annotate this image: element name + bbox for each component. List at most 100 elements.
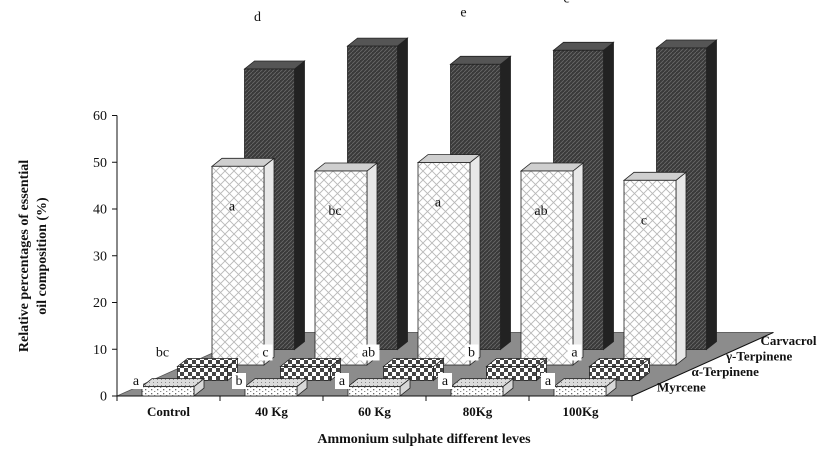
significance-letter: b [468, 346, 475, 361]
bar-side [294, 60, 305, 351]
bar-top [346, 378, 412, 388]
y-axis-title-line-2: oil composition (%) [35, 197, 50, 315]
bar-front [141, 386, 195, 397]
bar-top [313, 162, 379, 172]
y-axis-title-line-1: Relative percentages of essential [17, 160, 32, 352]
bar-side [675, 171, 687, 366]
bar-Myrcene-60 Kg [346, 377, 412, 397]
bar-side [500, 55, 511, 351]
letter-background [129, 373, 143, 389]
bar-α-Terpinene-40 Kg [279, 357, 342, 382]
y-tick-label: 50 [93, 156, 107, 171]
y-tick-label: 10 [93, 343, 107, 358]
significance-letter: a [435, 196, 442, 211]
bar-side [469, 153, 481, 366]
bar-top [622, 171, 688, 181]
significance-letter: b [236, 374, 243, 389]
bar-front [211, 165, 265, 366]
chart-labels: 0 10 20 30 40 50 60 Control 40 Kg 60 Kg 80Kg 100Kg M… [93, 0, 817, 419]
x-axis-title: Ammonium sulphate different leves [317, 432, 531, 447]
bar-top [243, 60, 306, 70]
bar-α-Terpinene-60 Kg [382, 357, 445, 382]
letter-background [464, 344, 479, 361]
bar-Myrcene-80Kg [449, 377, 515, 397]
letter-background [151, 344, 174, 361]
significance-letter: d [254, 10, 261, 25]
significance-letter: b [666, 0, 673, 4]
significance-letter: c [641, 213, 647, 228]
y-tick-label: 60 [93, 109, 107, 124]
letter-background [438, 373, 452, 389]
significance-letter: ab [362, 346, 375, 361]
bar-Myrcene-100Kg [552, 377, 618, 397]
bar-front [553, 386, 607, 397]
bar-Myrcene-40 Kg [243, 377, 309, 397]
bar-top [416, 154, 482, 164]
bar-top [588, 358, 651, 367]
letter-background [232, 373, 246, 389]
series-label: α-Terpinene [691, 364, 759, 379]
bar-top [655, 39, 718, 49]
letter-background [567, 344, 582, 361]
bar-α-Terpinene-80Kg [485, 357, 548, 382]
series-label: Carvacrol [760, 333, 816, 348]
bar-top [519, 162, 585, 172]
bar-top [279, 358, 342, 367]
bar-γ-Terpinene-100Kg [622, 171, 688, 366]
bar-front [314, 170, 368, 366]
bar-top [210, 157, 276, 167]
significance-letter: c [262, 346, 268, 361]
significance-letter: a [339, 374, 346, 389]
significance-letter: a [357, 0, 364, 2]
significance-letter: bc [156, 346, 169, 361]
bar-side [366, 162, 378, 366]
bar-top [552, 41, 615, 51]
bar-α-Terpinene-100Kg [588, 357, 651, 382]
bar-side [706, 39, 717, 351]
significance-letter: ab [534, 204, 547, 219]
bar-top [449, 55, 512, 65]
bar-top [346, 37, 409, 47]
significance-letter: bc [328, 204, 341, 219]
chart-bars [140, 37, 718, 397]
bar-side [263, 157, 275, 366]
bar-front [244, 386, 298, 397]
bar-top [552, 378, 618, 388]
bar-side [603, 41, 614, 351]
letter-background [258, 344, 273, 361]
significance-letter: a [442, 374, 449, 389]
x-tick-label: 100Kg [562, 404, 599, 419]
significance-letter: a [545, 374, 552, 389]
bar-top [449, 378, 515, 388]
significance-letter: c [563, 0, 569, 6]
letter-background [357, 344, 380, 361]
y-tick-label: 30 [93, 249, 107, 264]
x-tick-label: Control [147, 404, 190, 419]
bar-γ-Terpinene-80Kg [519, 162, 585, 366]
bar-γ-Terpinene-Control [210, 157, 276, 366]
bar-top [243, 378, 309, 388]
bar-top [382, 358, 445, 367]
letter-background [335, 373, 349, 389]
bar-top [140, 378, 206, 388]
significance-letter: e [460, 5, 466, 20]
bar-front [347, 386, 401, 397]
significance-letter: a [229, 199, 236, 214]
bar-top [176, 358, 239, 367]
y-tick-label: 20 [93, 296, 107, 311]
bar-front [450, 386, 504, 397]
x-tick-label: 40 Kg [255, 404, 288, 419]
x-tick-label: 80Kg [463, 404, 493, 419]
letter-background [541, 373, 555, 389]
y-tick-label: 40 [93, 203, 107, 218]
bar-side [572, 162, 584, 366]
bar-front [520, 170, 574, 366]
bar-γ-Terpinene-40 Kg [313, 162, 379, 366]
significance-letter: a [571, 346, 578, 361]
bar-γ-Terpinene-60 Kg [416, 153, 482, 366]
depth-axis-line [631, 331, 774, 397]
bar-front [417, 162, 471, 366]
significance-letter: a [133, 374, 140, 389]
y-tick-label: 0 [100, 390, 107, 405]
